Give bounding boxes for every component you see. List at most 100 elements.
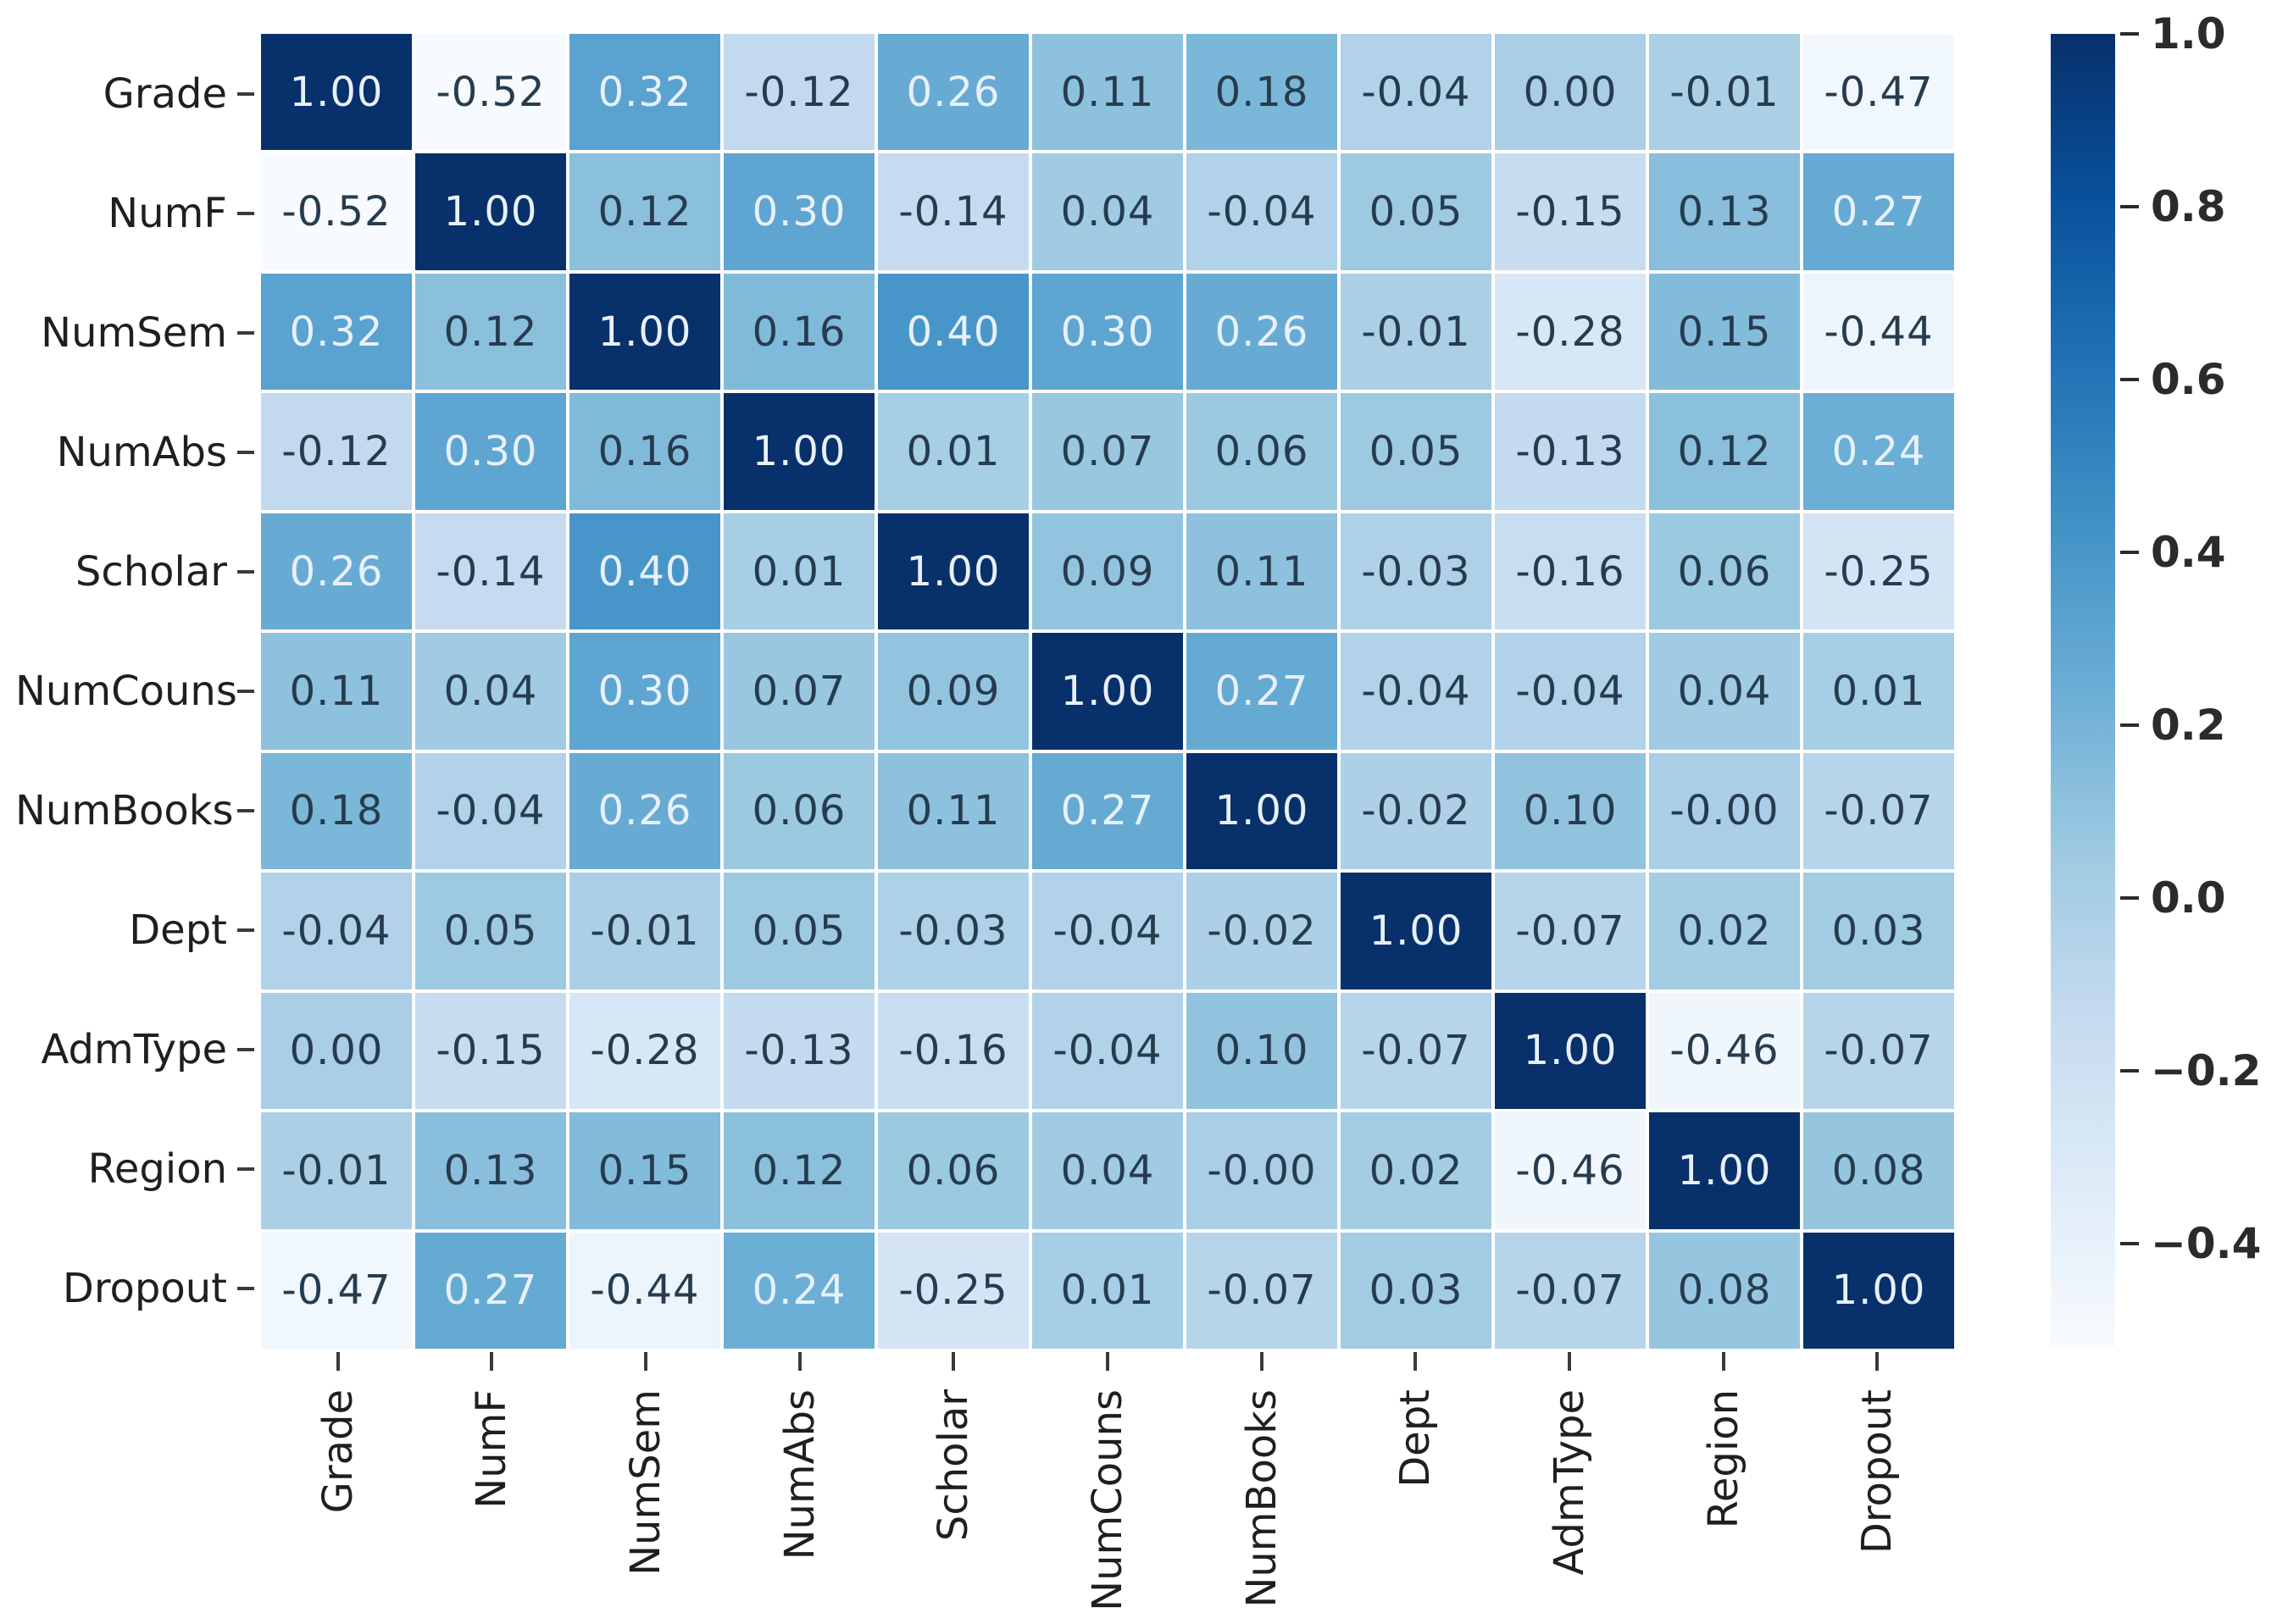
y-tick-mark (237, 1167, 254, 1172)
heatmap-cell-AdmType-Dept: -0.07 (1341, 992, 1491, 1110)
heatmap-cell-Dept-Scholar: -0.03 (878, 873, 1029, 989)
heatmap-cell-Grade-Region: -0.01 (1649, 34, 1800, 151)
cell-value: 0.10 (1214, 1027, 1309, 1075)
cell-value: 0.04 (443, 667, 538, 715)
y-axis-label-Region: Region (87, 1145, 227, 1194)
cell-value: -0.00 (1669, 787, 1780, 835)
cell-value: 0.13 (443, 1146, 538, 1194)
y-axis-label-NumCouns: NumCouns (15, 668, 237, 715)
cell-value: 0.26 (289, 547, 384, 596)
heatmap-cell-NumCouns-NumAbs: 0.07 (724, 633, 875, 750)
y-axis-label-Grade: Grade (103, 69, 227, 118)
colorbar-tick-mark (2120, 723, 2139, 727)
heatmap-cell-NumF-NumAbs: 0.30 (724, 153, 875, 270)
cell-value: 1.00 (1369, 906, 1463, 955)
cell-value: -0.07 (1515, 906, 1625, 955)
heatmap-cell-NumF-Dropout: 0.27 (1803, 153, 1954, 270)
cell-value: -0.04 (1207, 188, 1317, 236)
heatmap-cell-Dept-NumCouns: -0.04 (1032, 873, 1183, 989)
cell-value: -0.12 (744, 68, 854, 116)
heatmap-cell-Scholar-NumCouns: 0.09 (1032, 513, 1183, 630)
heatmap-cell-Scholar-NumAbs: 0.01 (724, 513, 875, 630)
heatmap-cell-Grade-Scholar: 0.26 (878, 34, 1029, 151)
x-axis-label-Scholar: Scholar (930, 1389, 978, 1542)
cell-value: 0.18 (1214, 68, 1309, 116)
cell-value: -0.04 (281, 906, 392, 955)
cell-value: 0.02 (1369, 1146, 1463, 1194)
heatmap-cell-NumCouns-Scholar: 0.09 (878, 633, 1029, 750)
y-axis-label-NumBooks: NumBooks (15, 787, 234, 835)
cell-value: 0.32 (597, 68, 692, 116)
colorbar-tick-mark (2120, 1241, 2139, 1245)
x-axis-label-Region: Region (1699, 1389, 1747, 1529)
colorbar-tick-label: 0.4 (2151, 527, 2226, 577)
colorbar (2051, 34, 2115, 1347)
cell-value: -0.25 (898, 1266, 1008, 1315)
heatmap-cell-AdmType-NumAbs: -0.13 (724, 992, 875, 1110)
heatmap-cell-NumAbs-AdmType: -0.13 (1495, 393, 1646, 510)
cell-value: -0.07 (1515, 1266, 1625, 1315)
heatmap-cell-NumSem-NumCouns: 0.30 (1032, 273, 1183, 391)
heatmap-cell-Dropout-Dropout: 1.00 (1803, 1232, 1954, 1349)
heatmap-cell-AdmType-NumF: -0.15 (415, 992, 566, 1110)
cell-value: 0.26 (906, 68, 1001, 116)
cell-value: -0.46 (1669, 1027, 1780, 1075)
heatmap-cell-NumAbs-NumSem: 0.16 (569, 393, 720, 510)
heatmap-cell-NumCouns-AdmType: -0.04 (1495, 633, 1646, 750)
heatmap-cell-Dept-NumBooks: -0.02 (1186, 873, 1337, 989)
heatmap-cell-Dropout-NumSem: -0.44 (569, 1232, 720, 1349)
x-tick-mark (1259, 1352, 1263, 1371)
x-tick-mark (952, 1352, 956, 1371)
heatmap-cell-Dept-NumAbs: 0.05 (724, 873, 875, 989)
heatmap-cell-Scholar-AdmType: -0.16 (1495, 513, 1646, 630)
cell-value: 1.00 (906, 547, 1001, 596)
heatmap-cell-Region-NumAbs: 0.12 (724, 1112, 875, 1229)
colorbar-tick-mark (2120, 377, 2139, 381)
heatmap-cell-NumAbs-NumBooks: 0.06 (1186, 393, 1337, 510)
heatmap-cell-NumBooks-Scholar: 0.11 (878, 752, 1029, 870)
cell-value: 0.03 (1831, 906, 1926, 955)
cell-value: -0.52 (436, 68, 546, 116)
heatmap-cell-Scholar-NumBooks: 0.11 (1186, 513, 1337, 630)
y-tick-mark (237, 690, 254, 693)
cell-value: -0.47 (281, 1266, 392, 1315)
cell-value: 1.00 (1523, 1027, 1618, 1075)
cell-value: -0.01 (281, 1146, 392, 1194)
heatmap-cell-Dept-Dept: 1.00 (1341, 873, 1491, 989)
cell-value: -0.01 (1361, 308, 1471, 356)
cell-value: 0.01 (752, 547, 847, 596)
x-tick-mark (797, 1352, 802, 1371)
heatmap-cell-NumBooks-NumAbs: 0.06 (724, 752, 875, 870)
cell-value: 0.30 (1060, 308, 1155, 356)
cell-value: 0.40 (906, 308, 1001, 356)
heatmap-cell-Grade-AdmType: 0.00 (1495, 34, 1646, 151)
cell-value: -0.46 (1515, 1146, 1625, 1194)
heatmap-cell-NumSem-NumF: 0.12 (415, 273, 566, 391)
heatmap-cell-NumF-NumCouns: 0.04 (1032, 153, 1183, 270)
cell-value: -0.16 (1515, 547, 1625, 596)
heatmap-cell-Grade-Dept: -0.04 (1341, 34, 1491, 151)
heatmap-cell-NumCouns-Dept: -0.04 (1341, 633, 1491, 750)
colorbar-tick-mark (2120, 550, 2139, 554)
cell-value: -0.07 (1824, 1027, 1934, 1075)
cell-value: 0.03 (1369, 1266, 1463, 1315)
heatmap-cell-Dept-Grade: -0.04 (261, 873, 412, 989)
y-tick-mark (237, 1287, 254, 1291)
cell-value: -0.07 (1207, 1266, 1317, 1315)
cell-value: 0.11 (906, 787, 1001, 835)
y-tick-mark (237, 809, 254, 813)
x-tick-mark (1567, 1352, 1571, 1371)
cell-value: 0.16 (752, 308, 847, 356)
cell-value: 0.11 (289, 667, 384, 715)
y-tick-mark (237, 928, 254, 933)
cell-value: -0.15 (1515, 188, 1625, 236)
heatmap-cell-NumF-AdmType: -0.15 (1495, 153, 1646, 270)
heatmap-cell-NumAbs-Dropout: 0.24 (1803, 393, 1954, 510)
heatmap-cell-NumAbs-NumF: 0.30 (415, 393, 566, 510)
heatmap-cell-AdmType-Region: -0.46 (1649, 992, 1800, 1110)
y-axis-label-AdmType: AdmType (41, 1026, 227, 1074)
cell-value: 1.00 (752, 428, 847, 476)
cell-value: -0.47 (1824, 68, 1934, 116)
cell-value: -0.03 (1361, 547, 1471, 596)
